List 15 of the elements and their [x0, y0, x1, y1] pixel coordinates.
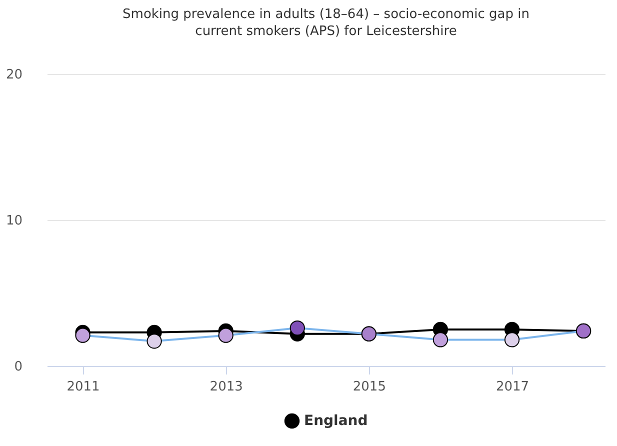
x-tick-label: 2015: [352, 380, 386, 394]
point: [432, 332, 448, 348]
point: [75, 328, 90, 343]
y-tick-label: 0: [14, 360, 22, 374]
point: [146, 334, 162, 349]
legend-label: England: [304, 413, 368, 429]
point: [290, 320, 305, 336]
y-tick-label: 10: [6, 214, 22, 228]
point: [218, 328, 234, 343]
chart-title: Smoking prevalence in adults (18–64) – socio-economic gap in current smokers (APS) for Leicestershire: [122, 7, 530, 39]
x-tick-label: 2013: [210, 380, 243, 394]
y-tick-label: 20: [6, 68, 22, 82]
x-tick-label: 2017: [496, 380, 530, 394]
point: [504, 332, 520, 348]
x-tick-label: 2011: [66, 380, 100, 394]
